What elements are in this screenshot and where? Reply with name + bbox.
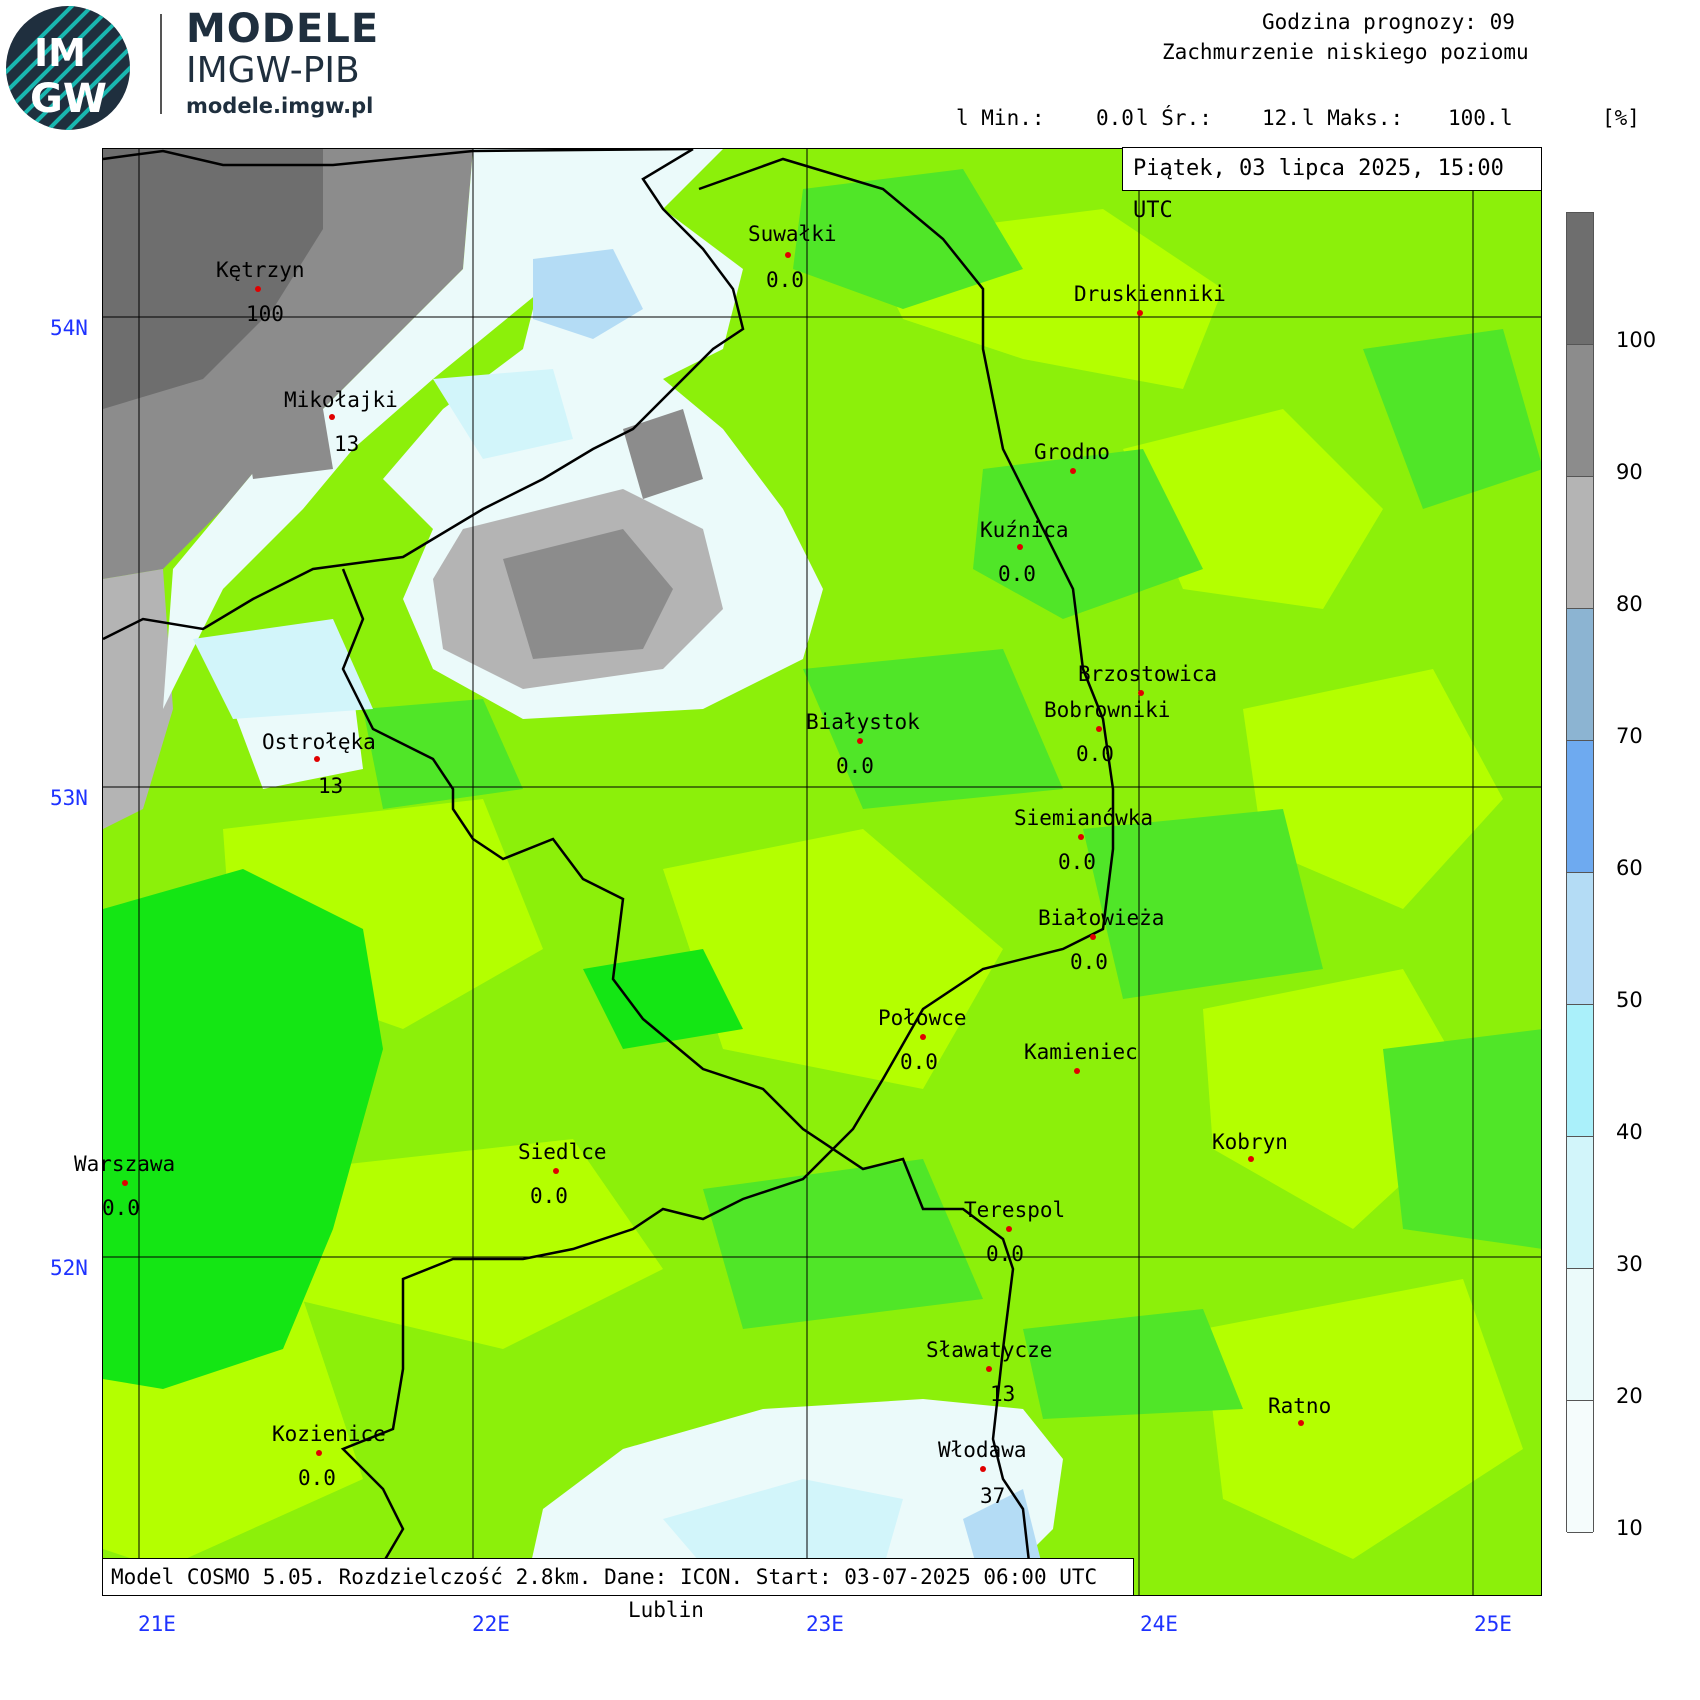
city-label-lublin: Lublin	[628, 1598, 704, 1622]
stat-min-label: l Min.:	[956, 106, 1045, 130]
lon-label-23e: 23E	[806, 1612, 844, 1636]
legend-band-90	[1567, 345, 1593, 477]
city-dot	[316, 1450, 322, 1456]
stat-end-bar: l	[1500, 106, 1513, 130]
stat-max-value: 100.	[1448, 106, 1499, 130]
legend-band-100	[1567, 213, 1593, 345]
stat-max-label: l Maks.:	[1302, 106, 1404, 130]
city-dot	[1248, 1156, 1254, 1162]
brand-separator	[160, 14, 162, 114]
legend-band-30	[1567, 1137, 1593, 1269]
lon-label-25e: 25E	[1474, 1612, 1512, 1636]
legend-tick-40: 40	[1616, 1120, 1643, 1144]
lat-label-53n: 53N	[50, 786, 88, 810]
map-canvas	[103, 149, 1541, 1595]
legend-tick-80: 80	[1616, 592, 1643, 616]
legend-tick-60: 60	[1616, 856, 1643, 880]
brand-url[interactable]: modele.imgw.pl	[186, 94, 374, 118]
legend-band-10	[1567, 1401, 1593, 1533]
city-dot	[329, 414, 335, 420]
lon-label-24e: 24E	[1140, 1612, 1178, 1636]
legend-band-40	[1567, 1005, 1593, 1137]
city-dot	[1074, 1068, 1080, 1074]
valid-time-box: Piątek, 03 lipca 2025, 15:00 UTC	[1122, 147, 1542, 223]
stat-min-value: 0.0	[1096, 106, 1134, 130]
city-dot	[1078, 834, 1084, 840]
city-dot	[553, 1168, 559, 1174]
legend-band-60	[1567, 741, 1593, 873]
country-borders	[103, 149, 1115, 1595]
legend-tick-70: 70	[1616, 724, 1643, 748]
lon-label-22e: 22E	[472, 1612, 510, 1636]
city-dot	[1298, 1420, 1304, 1426]
lon-label-21e: 21E	[138, 1612, 176, 1636]
svg-text:IM: IM	[34, 31, 86, 75]
legend-band-70	[1567, 609, 1593, 741]
imgw-logo: IM GW	[6, 6, 130, 130]
city-dot	[1096, 726, 1102, 732]
city-dot	[122, 1180, 128, 1186]
city-dot	[1137, 310, 1143, 316]
city-dot	[1017, 544, 1023, 550]
city-dot	[1138, 690, 1144, 696]
forecast-map[interactable]	[102, 148, 1542, 1596]
stat-avg-value: 12.	[1262, 106, 1300, 130]
legend-tick-100: 100	[1616, 328, 1657, 352]
city-dot	[857, 738, 863, 744]
legend-tick-30: 30	[1616, 1252, 1643, 1276]
city-dot	[1090, 934, 1096, 940]
legend-band-50	[1567, 873, 1593, 1005]
legend-colorbar	[1566, 212, 1594, 1533]
city-dot	[980, 1466, 986, 1472]
legend-band-80	[1567, 477, 1593, 609]
svg-text:GW: GW	[30, 76, 107, 122]
brand-subtitle: IMGW-PIB	[186, 50, 360, 91]
city-dot	[785, 252, 791, 258]
city-dot	[1006, 1226, 1012, 1232]
legend-tick-20: 20	[1616, 1384, 1643, 1408]
legend-band-20	[1567, 1269, 1593, 1401]
lat-label-54n: 54N	[50, 316, 88, 340]
city-dot	[1070, 468, 1076, 474]
legend-tick-50: 50	[1616, 988, 1643, 1012]
legend-tick-10: 10	[1616, 1516, 1643, 1540]
forecast-hour: Godzina prognozy: 09	[1262, 10, 1515, 34]
city-dot	[920, 1034, 926, 1040]
lat-label-52n: 52N	[50, 1256, 88, 1280]
brand-title: MODELE	[186, 6, 380, 52]
city-dot	[255, 286, 261, 292]
stat-avg-label: l Śr.:	[1136, 106, 1212, 130]
city-dot	[314, 756, 320, 762]
parameter-name: Zachmurzenie niskiego poziomu	[1162, 40, 1529, 64]
legend-tick-90: 90	[1616, 460, 1643, 484]
graticule	[103, 149, 1541, 1595]
model-info-box: Model COSMO 5.05. Rozdzielczość 2.8km. D…	[102, 1558, 1134, 1596]
city-dot	[986, 1366, 992, 1372]
stat-unit: [%]	[1602, 106, 1640, 130]
